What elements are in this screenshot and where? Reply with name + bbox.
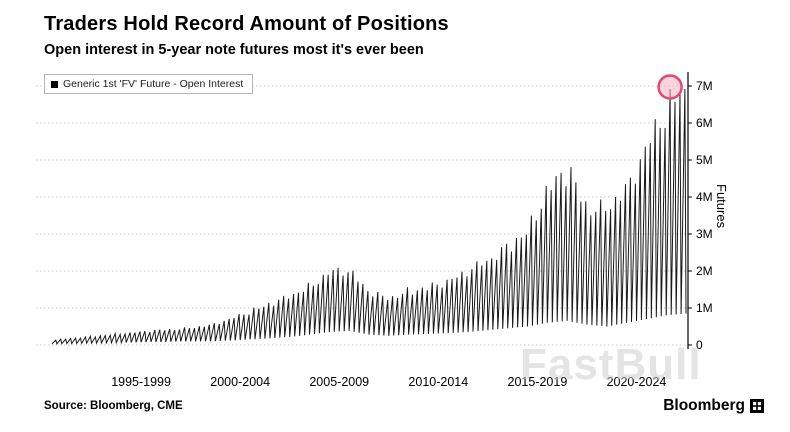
bloomberg-terminal-icon xyxy=(750,399,764,413)
source-note: Source: Bloomberg, CME xyxy=(44,400,183,412)
bloomberg-logo: Bloomberg xyxy=(663,397,764,415)
y-tick-label: 0 xyxy=(696,338,703,352)
legend: Generic 1st 'FV' Future - Open Interest xyxy=(44,74,254,94)
watermark: FastBull xyxy=(520,340,702,389)
y-tick-label: 6M xyxy=(696,116,713,130)
y-tick-label: 7M xyxy=(696,79,713,93)
y-tick-label: 4M xyxy=(696,190,713,204)
record-highlight-circle xyxy=(657,74,683,100)
y-tick-label: 2M xyxy=(696,264,713,278)
open-interest-series xyxy=(51,88,687,345)
chart-title: Traders Hold Record Amount of Positions xyxy=(44,13,449,35)
x-tick-label: 2005-2009 xyxy=(309,375,369,389)
series-marker-icon xyxy=(51,80,58,88)
legend-label: Generic 1st 'FV' Future - Open Interest xyxy=(63,78,244,90)
x-tick-label: 1995-1999 xyxy=(111,375,171,389)
y-tick-label: 5M xyxy=(696,153,713,167)
y-tick-label: 1M xyxy=(696,301,713,315)
bloomberg-wordmark: Bloomberg xyxy=(663,397,745,414)
x-tick-label: 2010-2014 xyxy=(408,375,468,389)
y-tick-label: 3M xyxy=(696,227,713,241)
chart-subtitle: Open interest in 5-year note futures mos… xyxy=(44,42,424,58)
x-tick-label: 2020-2024 xyxy=(607,375,667,389)
x-tick-label: 2000-2004 xyxy=(210,375,270,389)
y-axis-title: Futures xyxy=(714,184,729,229)
x-tick-label: 2015-2019 xyxy=(508,375,568,389)
